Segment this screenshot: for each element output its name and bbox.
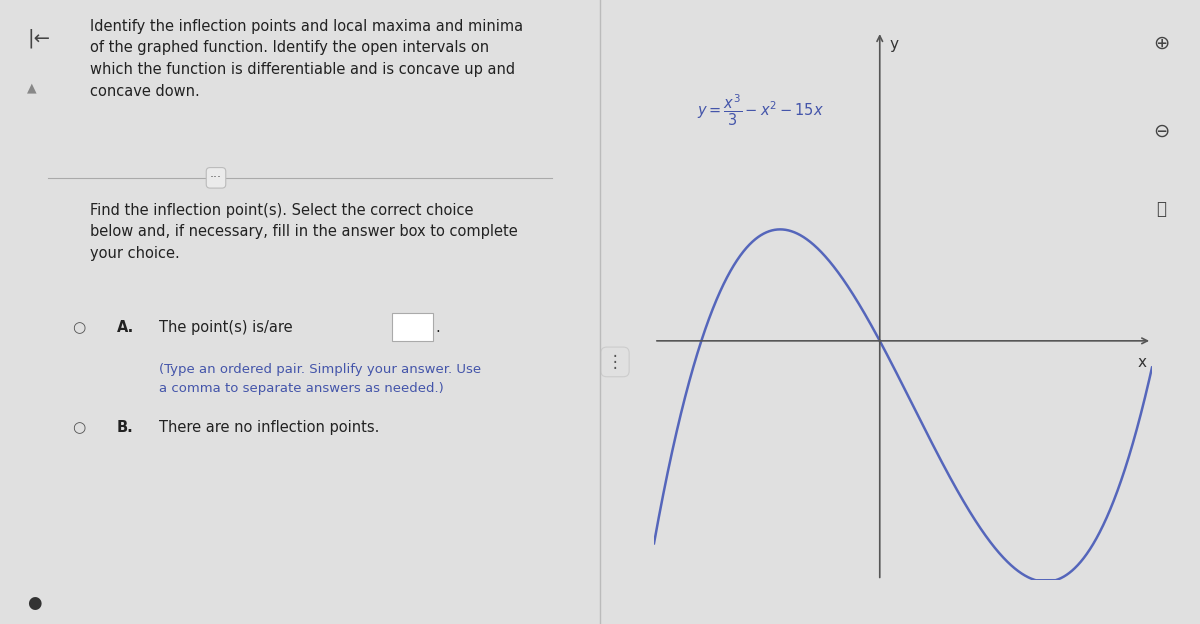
Text: ⊖: ⊖	[1153, 122, 1169, 140]
Text: ⋮: ⋮	[607, 353, 623, 371]
FancyBboxPatch shape	[391, 313, 433, 341]
Text: The point(s) is/are: The point(s) is/are	[158, 320, 293, 335]
Text: x: x	[1138, 355, 1147, 370]
Text: ▲: ▲	[28, 81, 37, 94]
Text: (Type an ordered pair. Simplify your answer. Use
a comma to separate answers as : (Type an ordered pair. Simplify your ans…	[158, 363, 481, 394]
Text: ○: ○	[72, 320, 85, 335]
Text: ⧉: ⧉	[1156, 200, 1166, 218]
Text: .: .	[436, 320, 439, 335]
Text: ⊕: ⊕	[1153, 34, 1169, 53]
Text: $y=\dfrac{x^3}{3}-x^2-15x$: $y=\dfrac{x^3}{3}-x^2-15x$	[697, 93, 824, 129]
Text: There are no inflection points.: There are no inflection points.	[158, 420, 379, 435]
Text: ···: ···	[210, 172, 222, 184]
Text: A.: A.	[118, 320, 134, 335]
Text: |←: |←	[28, 28, 50, 47]
Text: ●: ●	[28, 593, 42, 612]
Text: B.: B.	[118, 420, 133, 435]
Text: y: y	[889, 37, 899, 52]
Text: ○: ○	[72, 420, 85, 435]
Text: Find the inflection point(s). Select the correct choice
below and, if necessary,: Find the inflection point(s). Select the…	[90, 203, 517, 261]
Text: Identify the inflection points and local maxima and minima
of the graphed functi: Identify the inflection points and local…	[90, 19, 523, 99]
